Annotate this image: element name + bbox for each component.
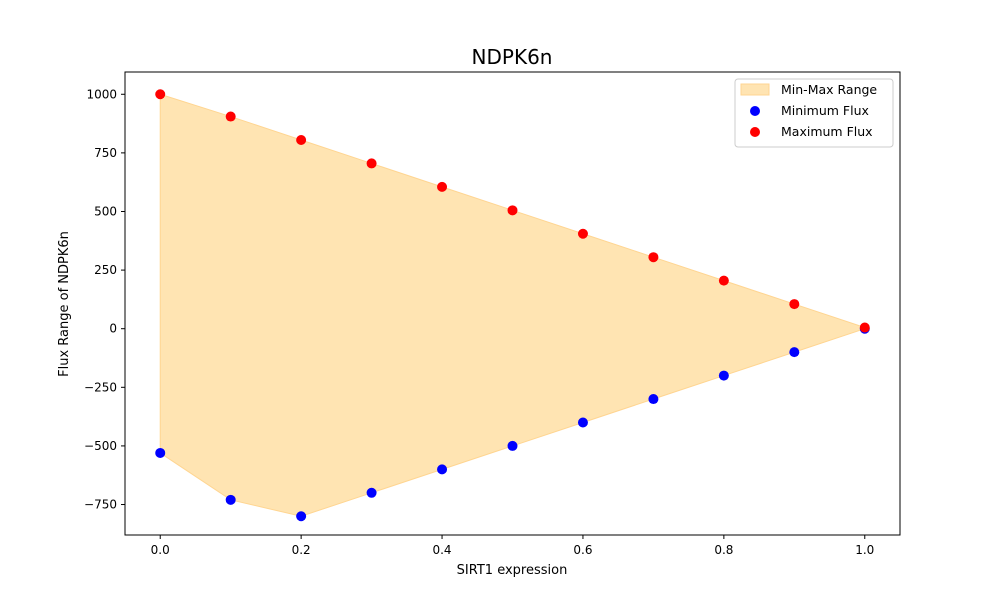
y-tick-label: 750 bbox=[94, 146, 117, 160]
maximum-flux-point bbox=[859, 322, 870, 333]
x-tick-label: 0.0 bbox=[151, 543, 170, 557]
minimum-flux-point bbox=[366, 487, 377, 498]
legend-marker-minimum-flux bbox=[750, 106, 760, 116]
minimum-flux-point bbox=[155, 447, 166, 458]
y-tick-label: 250 bbox=[94, 263, 117, 277]
axes-layer: 0.0 0.2 0.4 0.6 0.8 1.0 −750 −500 −250 0 250 500 750… bbox=[84, 71, 901, 557]
maximum-flux-point bbox=[718, 275, 729, 286]
maximum-flux-point bbox=[437, 181, 448, 192]
y-axis-title: Flux Range of NDPK6n bbox=[57, 231, 72, 377]
minimum-flux-point bbox=[789, 347, 800, 358]
legend-label-maximum-flux: Maximum Flux bbox=[781, 124, 873, 139]
y-tick-label: 0 bbox=[109, 322, 117, 336]
maximum-flux-point bbox=[225, 111, 236, 122]
y-tick-label: 1000 bbox=[86, 87, 117, 101]
y-tick-label: −250 bbox=[84, 380, 117, 394]
y-tick-label: −500 bbox=[84, 439, 117, 453]
legend-frame bbox=[734, 78, 894, 148]
x-tick-label: 0.8 bbox=[714, 543, 733, 557]
maximum-flux-point bbox=[507, 205, 518, 216]
minimum-flux-point bbox=[648, 394, 659, 405]
legend-label-minimum-flux: Minimum Flux bbox=[781, 103, 869, 118]
legend: Min-Max Range Minimum Flux Maximum Flux bbox=[734, 78, 894, 148]
maximum-flux-point bbox=[789, 299, 800, 310]
legend-marker-maximum-flux bbox=[750, 127, 760, 137]
legend-label-min-max-range: Min-Max Range bbox=[781, 82, 877, 97]
minimum-flux-point bbox=[225, 494, 236, 505]
maximum-flux-point bbox=[155, 89, 166, 100]
y-tick-label: −750 bbox=[84, 498, 117, 512]
x-tick-label: 0.6 bbox=[573, 543, 592, 557]
maximum-flux-point bbox=[648, 252, 659, 263]
minimum-flux-point bbox=[577, 417, 588, 428]
x-tick-label: 0.4 bbox=[432, 543, 451, 557]
legend-swatch-min-max-range bbox=[740, 83, 770, 96]
maximum-flux-point bbox=[577, 228, 588, 239]
minimum-flux-point bbox=[437, 464, 448, 475]
x-tick-label: 1.0 bbox=[855, 543, 874, 557]
minimum-flux-point bbox=[718, 370, 729, 381]
maximum-flux-point bbox=[366, 158, 377, 169]
plot-frame bbox=[124, 71, 901, 536]
y-tick-label: 500 bbox=[94, 204, 117, 218]
x-tick-label: 0.2 bbox=[292, 543, 311, 557]
maximum-flux-point bbox=[296, 134, 307, 145]
x-axis-title: SIRT1 expression bbox=[457, 563, 568, 578]
minimum-flux-point bbox=[507, 440, 518, 451]
points-layer bbox=[155, 89, 870, 522]
minimum-flux-point bbox=[296, 511, 307, 522]
chart-title: NDPK6n bbox=[472, 45, 553, 69]
